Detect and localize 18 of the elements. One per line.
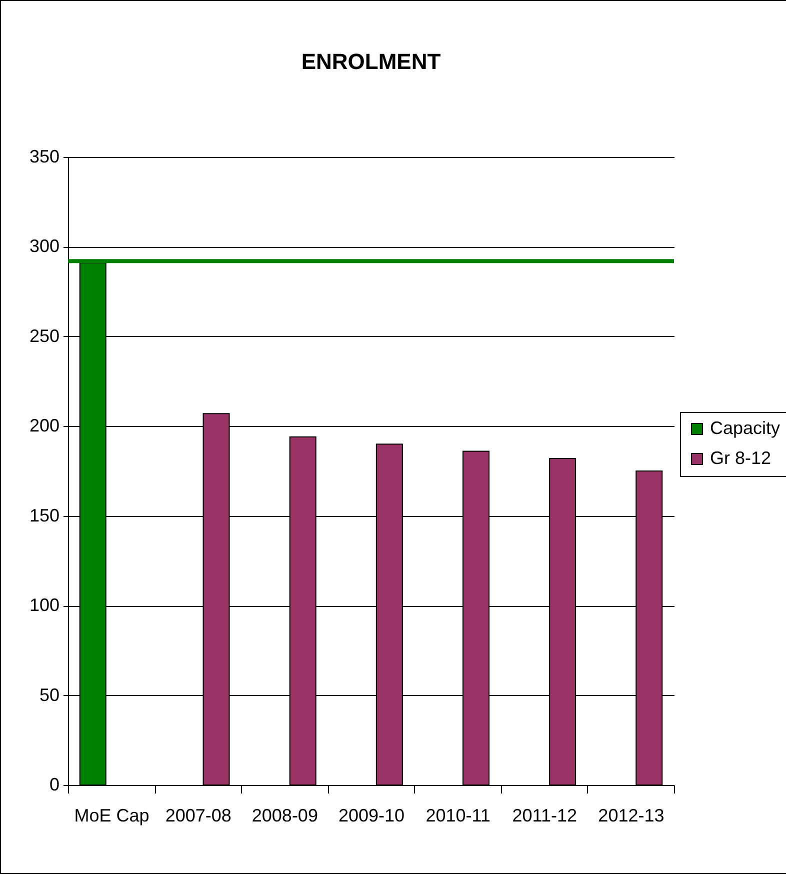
y-tick-label: 50 — [39, 684, 60, 705]
y-tick-label: 300 — [29, 236, 60, 256]
x-tick-label: 2009-10 — [338, 806, 405, 826]
legend-label: Gr 8-12 — [710, 448, 772, 468]
x-tick-label: 2012-13 — [598, 806, 664, 826]
y-tick-label: 100 — [29, 595, 60, 616]
y-tick-label: 200 — [29, 416, 60, 436]
x-tick-label: 2011-12 — [512, 806, 578, 826]
y-tick-label: 350 — [29, 146, 60, 166]
x-tick-label: 2010-11 — [426, 806, 490, 826]
chart-title: ENROLMENT — [301, 49, 442, 74]
x-tick-label: MoE Cap — [74, 806, 150, 826]
y-tick-label: 0 — [49, 774, 60, 794]
legend-label: Capacity — [710, 418, 780, 438]
x-tick-label: 2007-08 — [165, 806, 232, 826]
y-tick-label: 250 — [29, 326, 60, 346]
x-tick-label: 2008-09 — [252, 806, 318, 826]
y-tick-label: 150 — [29, 505, 60, 526]
